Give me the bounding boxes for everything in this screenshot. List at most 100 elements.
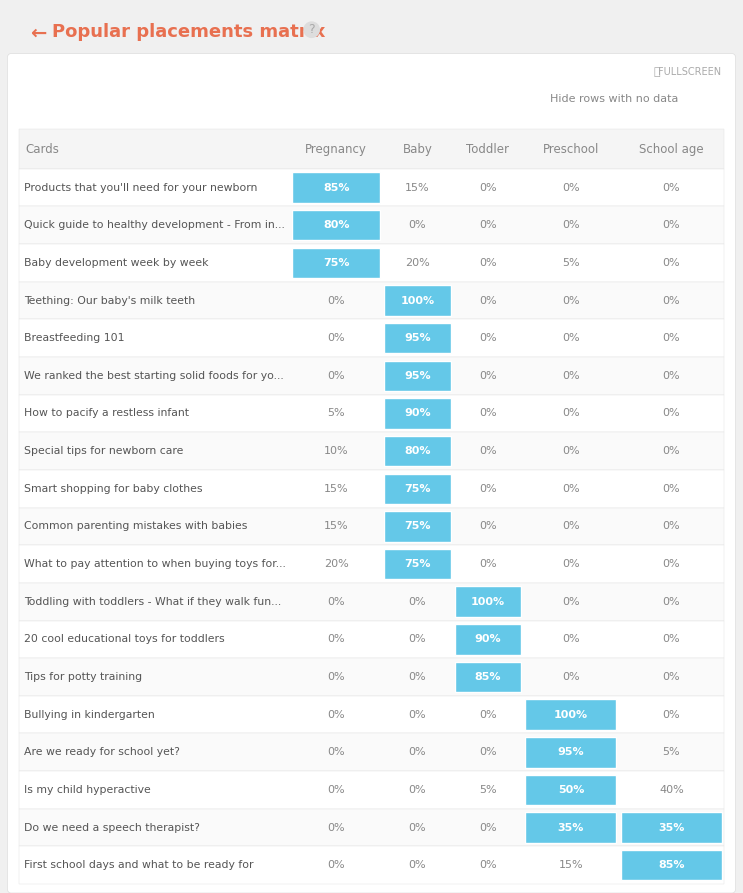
Text: 15%: 15% <box>405 182 429 193</box>
FancyBboxPatch shape <box>657 87 725 112</box>
Text: 15%: 15% <box>324 522 348 531</box>
Text: 5%: 5% <box>328 408 345 419</box>
Text: 0%: 0% <box>479 484 497 494</box>
Text: 0%: 0% <box>409 710 426 720</box>
Text: 10%: 10% <box>324 446 348 456</box>
Text: Breastfeeding 101: Breastfeeding 101 <box>25 333 125 343</box>
Text: 0%: 0% <box>562 296 580 305</box>
Text: What to pay attention to when buying toys for...: What to pay attention to when buying toy… <box>25 559 286 569</box>
Text: 0%: 0% <box>479 333 497 343</box>
Text: 0%: 0% <box>479 522 497 531</box>
Text: 0%: 0% <box>328 597 345 606</box>
Text: 0%: 0% <box>479 258 497 268</box>
Text: 95%: 95% <box>404 333 431 343</box>
Text: 0%: 0% <box>562 597 580 606</box>
Text: 0%: 0% <box>479 446 497 456</box>
Text: 0%: 0% <box>663 221 681 230</box>
Text: 0%: 0% <box>562 182 580 193</box>
Text: Hide rows with no data: Hide rows with no data <box>550 94 678 104</box>
Text: Do we need a speech therapist?: Do we need a speech therapist? <box>25 822 200 832</box>
Circle shape <box>658 91 701 107</box>
Text: 0%: 0% <box>562 446 580 456</box>
Text: 0%: 0% <box>663 371 681 380</box>
Text: Toddler: Toddler <box>467 143 510 155</box>
Text: 85%: 85% <box>475 672 502 682</box>
Text: 0%: 0% <box>328 785 345 795</box>
Text: 5%: 5% <box>479 785 497 795</box>
Text: 50%: 50% <box>558 785 584 795</box>
Text: 0%: 0% <box>663 333 681 343</box>
Text: Baby: Baby <box>403 143 432 155</box>
Text: Special tips for newborn care: Special tips for newborn care <box>25 446 184 456</box>
Text: Bullying in kindergarten: Bullying in kindergarten <box>25 710 155 720</box>
Text: 0%: 0% <box>562 221 580 230</box>
Text: Quick guide to healthy development - From in...: Quick guide to healthy development - Fro… <box>25 221 285 230</box>
Text: 100%: 100% <box>471 597 505 606</box>
Text: 0%: 0% <box>663 182 681 193</box>
Text: 0%: 0% <box>328 371 345 380</box>
Text: 0%: 0% <box>409 221 426 230</box>
Text: 0%: 0% <box>479 371 497 380</box>
Text: School age: School age <box>639 143 704 155</box>
Text: 35%: 35% <box>658 822 684 832</box>
Text: 0%: 0% <box>663 446 681 456</box>
Text: 0%: 0% <box>663 672 681 682</box>
Text: 0%: 0% <box>562 559 580 569</box>
Text: 0%: 0% <box>663 296 681 305</box>
Text: 0%: 0% <box>663 258 681 268</box>
Text: Popular placements matrix: Popular placements matrix <box>52 23 325 41</box>
Text: 0%: 0% <box>409 597 426 606</box>
Text: 0%: 0% <box>663 484 681 494</box>
Text: 80%: 80% <box>323 221 349 230</box>
Text: 75%: 75% <box>404 559 431 569</box>
Text: 0%: 0% <box>479 860 497 871</box>
Text: 0%: 0% <box>479 182 497 193</box>
Text: 20%: 20% <box>324 559 348 569</box>
Text: Toddling with toddlers - What if they walk fun...: Toddling with toddlers - What if they wa… <box>25 597 282 606</box>
Text: Pregnancy: Pregnancy <box>305 143 367 155</box>
Text: 0%: 0% <box>663 597 681 606</box>
Text: 0%: 0% <box>328 860 345 871</box>
Text: 0%: 0% <box>562 634 580 645</box>
Text: How to pacify a restless infant: How to pacify a restless infant <box>25 408 189 419</box>
Text: 0%: 0% <box>479 559 497 569</box>
Text: 0%: 0% <box>328 822 345 832</box>
Text: 0%: 0% <box>328 710 345 720</box>
Text: We ranked the best starting solid foods for yo...: We ranked the best starting solid foods … <box>25 371 284 380</box>
Text: 0%: 0% <box>663 408 681 419</box>
Text: 0%: 0% <box>328 747 345 757</box>
Text: Common parenting mistakes with babies: Common parenting mistakes with babies <box>25 522 247 531</box>
Text: Smart shopping for baby clothes: Smart shopping for baby clothes <box>25 484 203 494</box>
Text: 85%: 85% <box>323 182 349 193</box>
Text: Products that you'll need for your newborn: Products that you'll need for your newbo… <box>25 182 258 193</box>
Text: 0%: 0% <box>562 522 580 531</box>
Text: Tips for potty training: Tips for potty training <box>25 672 143 682</box>
Text: 0%: 0% <box>562 371 580 380</box>
Text: FULLSCREEN: FULLSCREEN <box>658 67 721 77</box>
Text: 0%: 0% <box>562 484 580 494</box>
Text: Teething: Our baby's milk teeth: Teething: Our baby's milk teeth <box>25 296 195 305</box>
Text: 20 cool educational toys for toddlers: 20 cool educational toys for toddlers <box>25 634 225 645</box>
Text: ←: ← <box>30 23 46 42</box>
Text: 100%: 100% <box>554 710 588 720</box>
Text: 0%: 0% <box>663 522 681 531</box>
Text: Cards: Cards <box>25 143 59 155</box>
Text: First school days and what to be ready for: First school days and what to be ready f… <box>25 860 253 871</box>
Text: 5%: 5% <box>562 258 580 268</box>
Text: 90%: 90% <box>475 634 502 645</box>
Text: 0%: 0% <box>409 785 426 795</box>
Text: 75%: 75% <box>323 258 349 268</box>
Text: 0%: 0% <box>409 860 426 871</box>
Text: Preschool: Preschool <box>542 143 599 155</box>
Text: 0%: 0% <box>328 672 345 682</box>
Text: 0%: 0% <box>328 634 345 645</box>
Text: ⤢: ⤢ <box>654 67 661 77</box>
Text: 80%: 80% <box>404 446 431 456</box>
Text: 0%: 0% <box>479 296 497 305</box>
Text: 0%: 0% <box>409 747 426 757</box>
Text: 85%: 85% <box>658 860 685 871</box>
Text: 0%: 0% <box>479 747 497 757</box>
Text: 0%: 0% <box>409 634 426 645</box>
Text: 35%: 35% <box>558 822 584 832</box>
Text: 0%: 0% <box>479 710 497 720</box>
